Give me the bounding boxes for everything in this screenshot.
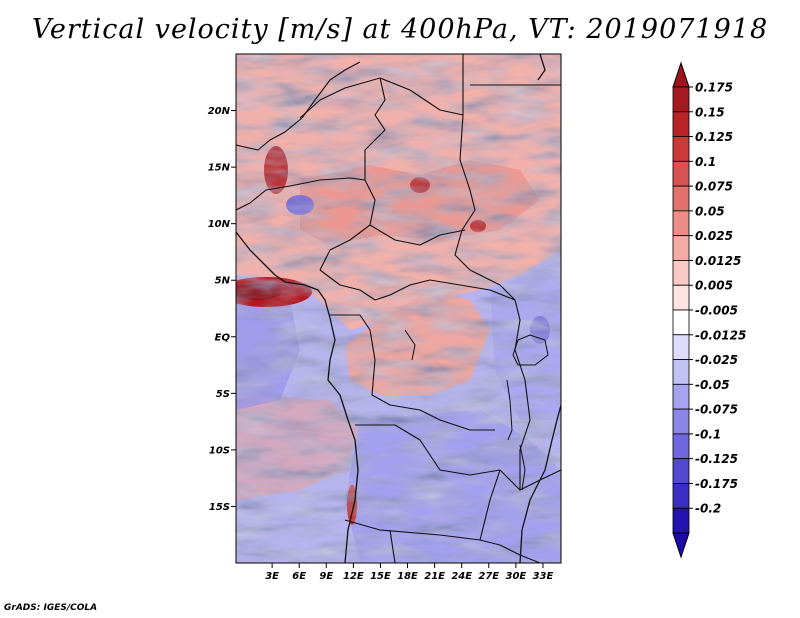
map-plot-area <box>236 54 561 563</box>
colorbar-swatch <box>672 284 690 311</box>
lat-tick-label: 10N <box>208 219 231 230</box>
colorbar-label: -0.1 <box>695 427 721 441</box>
lon-tick-label: 15E <box>370 571 391 582</box>
colorbar-label: -0.075 <box>695 403 738 417</box>
colorbar-label: 0.175 <box>695 81 733 95</box>
colorbar-label: -0.125 <box>695 452 738 466</box>
colorbar-swatch <box>672 235 690 261</box>
lon-tick-label: 9E <box>319 571 333 582</box>
lon-tick-label: 6E <box>292 571 306 582</box>
colorbar-top-arrow <box>672 61 690 88</box>
colorbar-swatch <box>672 136 690 162</box>
colorbar-label: 0.005 <box>695 279 733 293</box>
colorbar-bottom-arrow <box>672 532 690 559</box>
colorbar-label: -0.025 <box>695 353 738 367</box>
lat-tick-label: EQ <box>215 332 231 343</box>
colorbar-swatch <box>672 334 690 360</box>
lat-axis: 20N 15N 10N 5N EQ 5S 10S 15S <box>208 106 236 513</box>
colorbar-swatch <box>672 408 690 435</box>
lon-tick-label: 30E <box>505 571 526 582</box>
lat-tick-label: 15N <box>208 163 231 174</box>
coastline <box>236 54 561 563</box>
grads-credit: GrADS: IGES/COLA <box>4 603 98 613</box>
colorbar-label: 0.0125 <box>695 254 741 268</box>
colorbar-swatch <box>672 458 690 484</box>
colorbar-label: -0.2 <box>695 502 721 516</box>
colorbar-swatch <box>672 260 690 286</box>
lon-tick-label: 18E <box>397 571 418 582</box>
colorbar-swatch <box>672 111 690 137</box>
colorbar-swatch <box>672 483 690 509</box>
lat-tick-label: 15S <box>209 502 230 513</box>
colorbar-swatch <box>672 86 690 113</box>
colorbar-label: 0.15 <box>695 105 725 119</box>
colorbar-swatch <box>672 359 690 385</box>
country-borders <box>236 54 561 563</box>
lat-tick-label: 20N <box>208 106 231 117</box>
lon-axis: 3E 6E 9E 12E 15E 18E 21E 24E 27E 30E 33E <box>265 563 553 582</box>
colorbar-label: 0.125 <box>695 130 733 144</box>
colorbar-label: 0.075 <box>695 180 733 194</box>
colorbar-swatch <box>672 309 690 336</box>
lon-tick-label: 24E <box>451 571 472 582</box>
lakes <box>404 329 549 491</box>
chart-title: Vertical velocity [m/s] at 400hPa, VT: 2… <box>31 14 769 45</box>
colorbar: 0.175 0.15 0.125 0.1 0.075 0.05 0.025 0.0125 0.0… <box>672 61 746 559</box>
colorbar-label: 0.025 <box>695 229 733 243</box>
lat-tick-label: 10S <box>209 445 230 456</box>
lat-tick-label: 5N <box>215 276 231 287</box>
field-texture <box>236 54 561 563</box>
colorbar-swatch <box>672 160 690 187</box>
colorbar-swatch <box>672 185 690 212</box>
lat-tick-label: 5S <box>216 389 230 400</box>
lon-tick-label: 3E <box>265 571 279 582</box>
colorbar-swatch <box>672 210 690 237</box>
colorbar-label: -0.005 <box>695 304 738 318</box>
lon-tick-label: 21E <box>424 571 445 582</box>
lon-tick-label: 27E <box>478 571 499 582</box>
colorbar-label: 0.05 <box>695 204 725 218</box>
colorbar-label: -0.175 <box>695 477 738 491</box>
lon-tick-label: 12E <box>343 571 364 582</box>
colorbar-label: -0.0125 <box>695 328 746 342</box>
colorbar-swatch <box>672 383 690 410</box>
colorbar-label: -0.05 <box>695 378 730 392</box>
colorbar-label: 0.1 <box>695 155 716 169</box>
colorbar-swatch <box>672 433 690 460</box>
lon-tick-label: 33E <box>533 571 554 582</box>
colorbar-swatch <box>672 507 690 534</box>
map-frame <box>235 53 562 564</box>
